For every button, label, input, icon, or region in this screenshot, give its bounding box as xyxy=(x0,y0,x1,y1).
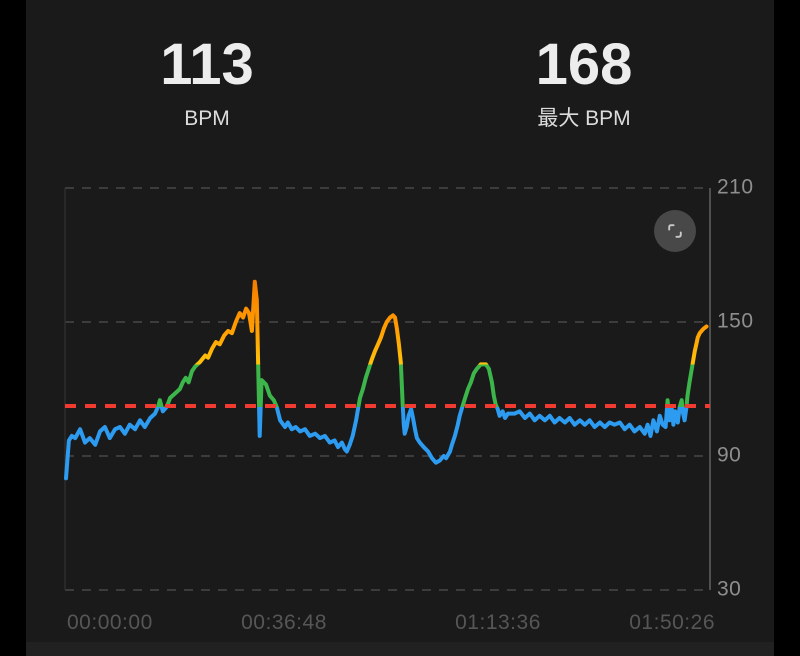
average-heart-rate-stat: 113 BPM xyxy=(160,32,254,131)
x-tick-two-thirds: 01:13:36 xyxy=(455,611,541,634)
average-bpm-label: BPM xyxy=(184,107,230,130)
y-tick-90: 90 xyxy=(717,443,742,467)
x-tick-end: 01:50:26 xyxy=(629,611,715,634)
x-tick-start: 00:00:00 xyxy=(67,611,153,634)
max-heart-rate-stat: 168 最大 BPM xyxy=(535,32,633,131)
max-bpm-label: 最大 BPM xyxy=(537,107,631,130)
fullscreen-expand-icon xyxy=(668,224,682,238)
average-bpm-value: 113 xyxy=(160,32,254,97)
max-bpm-value: 168 xyxy=(535,32,633,97)
y-tick-210: 210 xyxy=(717,175,754,199)
bottom-section-divider xyxy=(26,642,774,656)
app-background xyxy=(26,0,774,656)
expand-chart-button[interactable] xyxy=(654,210,696,252)
x-tick-one-third: 00:36:48 xyxy=(241,611,327,634)
y-tick-150: 150 xyxy=(717,309,754,333)
y-tick-30: 30 xyxy=(717,577,742,601)
